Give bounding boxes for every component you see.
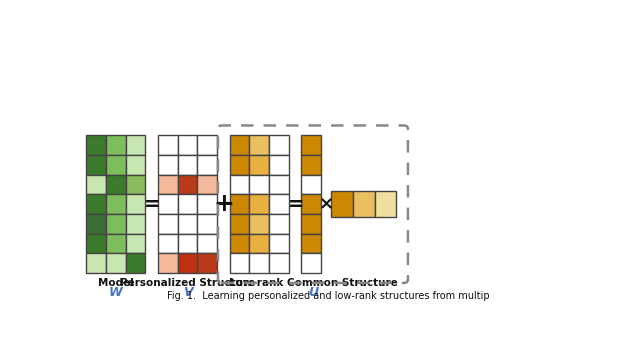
Bar (158, 194, 178, 214)
Bar (125, 155, 145, 175)
Bar (301, 214, 321, 234)
Bar (197, 175, 217, 194)
Bar (301, 194, 321, 214)
Bar (106, 194, 125, 214)
Bar (178, 214, 197, 234)
Bar (158, 135, 178, 155)
Bar (178, 175, 197, 194)
Bar (250, 135, 269, 155)
Bar (106, 135, 125, 155)
Bar (178, 155, 197, 175)
Bar (269, 234, 289, 253)
Bar (86, 175, 106, 194)
Bar (250, 155, 269, 175)
Bar (269, 175, 289, 194)
Bar (197, 194, 217, 214)
Bar (125, 175, 145, 194)
Bar (301, 155, 321, 175)
Bar (178, 194, 197, 214)
Bar (125, 214, 145, 234)
Bar (230, 194, 250, 214)
Bar (301, 253, 321, 273)
Bar (269, 135, 289, 155)
Bar (250, 253, 269, 273)
Bar (230, 135, 250, 155)
Text: Low-rank Common Structure: Low-rank Common Structure (228, 278, 397, 288)
Bar (158, 234, 178, 253)
Bar (158, 155, 178, 175)
Bar (250, 234, 269, 253)
Bar (269, 214, 289, 234)
Bar (250, 175, 269, 194)
Bar (269, 194, 289, 214)
Bar (86, 253, 106, 273)
Bar (301, 135, 321, 155)
Bar (197, 253, 217, 273)
Bar (158, 214, 178, 234)
Bar (374, 191, 396, 217)
Bar (125, 234, 145, 253)
Bar (106, 234, 125, 253)
Bar (158, 253, 178, 273)
Text: U: U (308, 286, 318, 299)
Bar (86, 214, 106, 234)
Bar (125, 194, 145, 214)
Bar (178, 234, 197, 253)
Text: +: + (214, 192, 235, 216)
Bar (86, 155, 106, 175)
Bar (178, 135, 197, 155)
Bar (230, 253, 250, 273)
Bar (250, 214, 269, 234)
Bar (230, 175, 250, 194)
Bar (86, 234, 106, 253)
Bar (197, 234, 217, 253)
Text: =: = (144, 195, 161, 214)
Bar (86, 135, 106, 155)
Bar (197, 214, 217, 234)
Bar (301, 175, 321, 194)
Bar (197, 155, 217, 175)
Bar (106, 214, 125, 234)
Bar (353, 191, 374, 217)
Text: W: W (109, 286, 123, 299)
Bar (178, 253, 197, 273)
Bar (230, 214, 250, 234)
Bar (197, 135, 217, 155)
Bar (106, 155, 125, 175)
Text: V: V (182, 286, 193, 299)
Bar (106, 175, 125, 194)
Bar (106, 253, 125, 273)
Bar (301, 234, 321, 253)
Bar (250, 194, 269, 214)
Bar (230, 234, 250, 253)
Text: =: = (287, 195, 304, 214)
Bar (331, 191, 353, 217)
Text: Fig. 1.  Learning personalized and low-rank structures from multip: Fig. 1. Learning personalized and low-ra… (166, 292, 490, 301)
Text: Personalized Structure: Personalized Structure (120, 278, 255, 288)
Bar (125, 135, 145, 155)
Bar (86, 194, 106, 214)
Bar (269, 155, 289, 175)
Text: ×: × (319, 195, 334, 213)
Bar (269, 253, 289, 273)
Text: Model: Model (98, 278, 134, 288)
Bar (158, 175, 178, 194)
Bar (230, 155, 250, 175)
Bar (125, 253, 145, 273)
